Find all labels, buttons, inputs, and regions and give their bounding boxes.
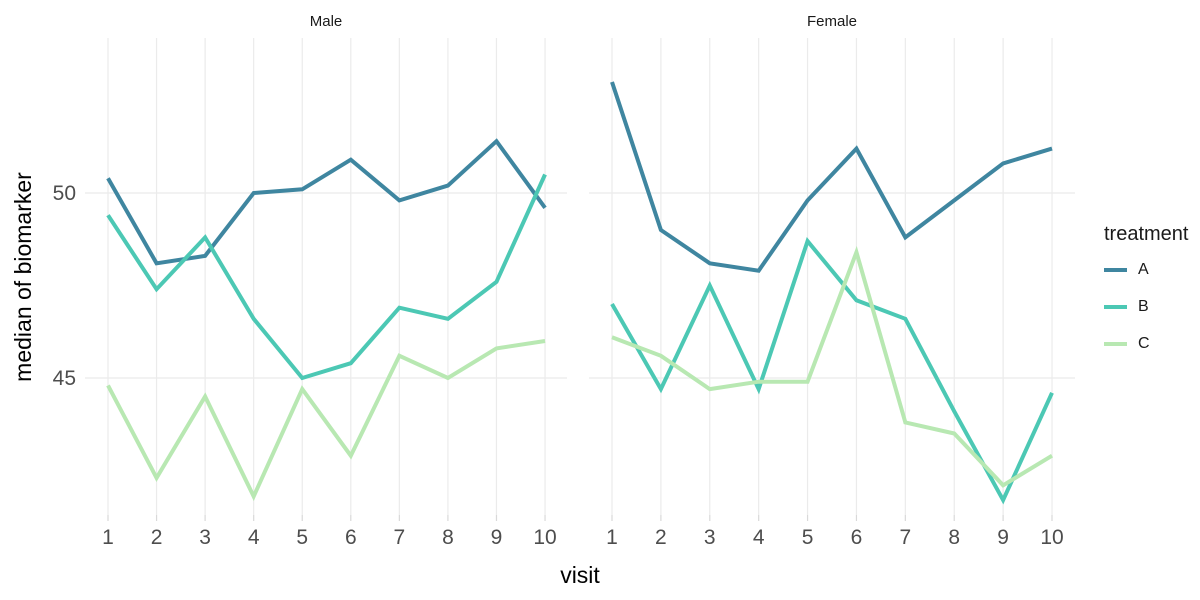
x-tick-label: 6 <box>345 526 357 549</box>
x-tick-label: 8 <box>948 526 960 549</box>
series-line-c-male <box>106 339 546 502</box>
legend-key-line-a-icon <box>1104 268 1127 272</box>
legend-item-a: A <box>1104 257 1200 283</box>
y-axis-title: median of biomarker <box>10 172 36 382</box>
x-tick-label: 4 <box>248 526 260 549</box>
facet-strip-female: Female <box>806 13 858 30</box>
x-axis-title: visit <box>560 562 600 588</box>
x-tick-label: 10 <box>1040 526 1063 549</box>
series-line-b-female <box>610 237 1054 505</box>
series-line-c-female <box>611 245 1054 488</box>
x-tick-label: 9 <box>491 526 503 549</box>
x-tick-label: 1 <box>606 526 618 549</box>
x-tick-label: 3 <box>704 526 716 549</box>
y-tick-label: 50 <box>53 182 76 205</box>
legend-key-line-c-icon <box>1104 342 1127 346</box>
legend: treatment A B C <box>1104 222 1200 357</box>
x-tick-label: 5 <box>802 526 814 549</box>
y-tick-label: 45 <box>53 367 76 390</box>
series-line-b-male <box>106 173 547 381</box>
x-tick-label: 2 <box>655 526 667 549</box>
legend-key-line-b-icon <box>1104 305 1127 309</box>
x-tick-label: 6 <box>851 526 863 549</box>
facet-strip-male: Male <box>309 13 343 30</box>
series-line-a-female <box>610 81 1053 273</box>
x-tick-label: 9 <box>997 526 1009 549</box>
x-tick-label: 7 <box>899 526 911 549</box>
legend-label-c: C <box>1138 335 1150 352</box>
x-tick-label: 10 <box>533 526 556 549</box>
x-tick-label: 4 <box>753 526 765 549</box>
legend-item-c: C <box>1104 331 1200 357</box>
legend-title: treatment <box>1104 223 1189 245</box>
x-tick-label: 2 <box>151 526 163 549</box>
series-line-a-male <box>106 138 547 266</box>
panel-female: 1 2 3 4 5 6 7 8 9 10 <box>589 38 1075 549</box>
x-tick-label: 3 <box>199 526 211 549</box>
legend-item-b: B <box>1104 294 1200 320</box>
legend-label-b: B <box>1138 298 1149 315</box>
x-tick-label: 5 <box>296 526 308 549</box>
legend-label-a: A <box>1138 261 1149 278</box>
x-tick-label: 1 <box>102 526 114 549</box>
x-tick-label: 8 <box>442 526 454 549</box>
panel-male: 1 2 3 4 5 6 7 8 9 10 <box>85 38 567 549</box>
x-tick-label: 7 <box>394 526 406 549</box>
